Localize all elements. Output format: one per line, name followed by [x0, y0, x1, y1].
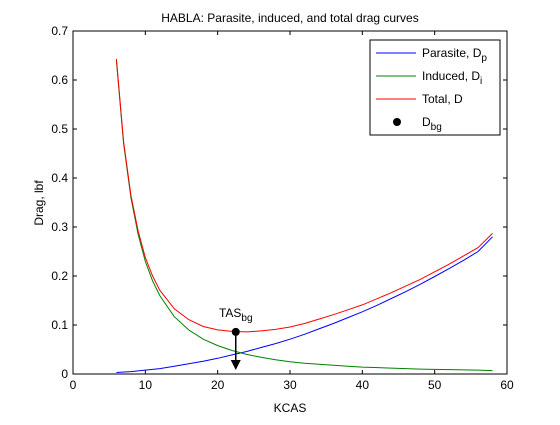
legend-swatch-marker	[393, 118, 401, 126]
arrow-head	[230, 360, 241, 370]
annotation-label: TASbg	[219, 306, 253, 324]
y-tick-label: 0.7	[51, 24, 68, 38]
legend: Parasite, Dp Induced, Di Total, D Dbg	[369, 39, 501, 136]
legend-label-total: Total, D	[422, 92, 463, 106]
x-tick-label: 60	[500, 378, 514, 392]
plot-area: 0 10 20 30 40 50 60 0 0.1 0.2 0.3 0.4 0.5 0.6 0.7 TASbg…	[51, 24, 514, 392]
y-tick-label: 0.1	[51, 318, 68, 332]
x-tick-label: 20	[211, 378, 225, 392]
series-line-total	[115, 58, 493, 333]
x-tick-label: 30	[283, 378, 297, 392]
chart-title: HABLA: Parasite, induced, and total drag…	[161, 11, 418, 25]
x-tick-label: 40	[356, 378, 370, 392]
series-line-induced	[115, 60, 493, 372]
legend-label-parasite: Parasite, Dp	[422, 46, 487, 64]
marker-dbg	[231, 327, 240, 336]
y-axis-label: Drag, lbf	[32, 180, 46, 226]
x-tick-label: 0	[70, 378, 77, 392]
y-tick-label: 0.3	[51, 220, 68, 234]
legend-label-d: Dbg	[422, 115, 442, 133]
y-tick-label: 0.2	[51, 269, 68, 283]
legend-label-induced: Induced, Di	[422, 69, 482, 87]
x-axis-label: KCAS	[274, 401, 307, 415]
y-tick-label: 0	[61, 367, 68, 381]
x-tick-label: 10	[139, 378, 153, 392]
legend-box	[369, 39, 501, 136]
y-tick-label: 0.6	[51, 73, 68, 87]
x-tick-label: 50	[428, 378, 442, 392]
series-line-parasite	[116, 236, 493, 373]
y-tick-label: 0.4	[51, 171, 68, 185]
y-tick-label: 0.5	[51, 122, 68, 136]
